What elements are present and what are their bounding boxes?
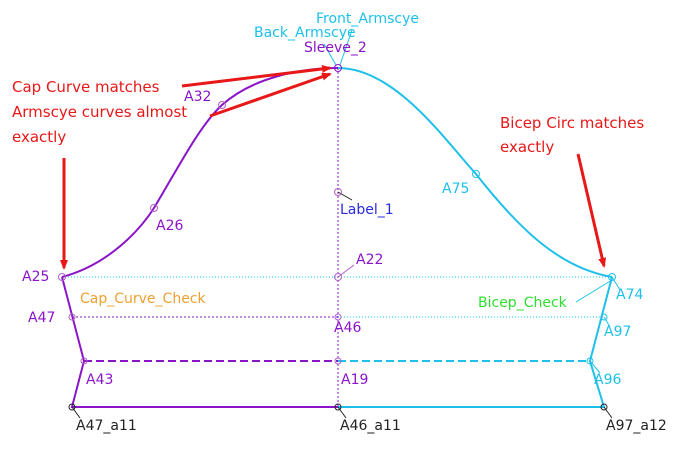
label-a46-a11: A46_a11 — [340, 418, 401, 434]
a22-leader — [337, 264, 355, 278]
point-sleeve-2 — [334, 64, 342, 72]
cap-curve-note-line-3: exactly — [12, 128, 66, 146]
point-a22 — [334, 273, 342, 281]
cap-note-arrow-2 — [209, 72, 332, 118]
point-a74 — [608, 273, 616, 281]
a97a12-leader — [603, 406, 613, 419]
label-a22: A22 — [356, 252, 383, 268]
cap-curve-note-line-1: Cap Curve matches — [12, 78, 160, 96]
label-cap-curve-check: Cap_Curve_Check — [80, 291, 207, 307]
label-a26: A26 — [156, 218, 183, 234]
bicep-note-line-1: Bicep Circ matches — [500, 114, 644, 132]
label-a75: A75 — [442, 181, 469, 197]
cap-curve-note-line-2: Armscye curves almost — [12, 103, 187, 121]
cap-note-arrow-1 — [181, 64, 332, 88]
label-a47-a11: A47_a11 — [76, 418, 137, 434]
point-a97 — [600, 313, 608, 321]
front-side-seam — [338, 276, 613, 408]
point-a26 — [150, 204, 158, 212]
front-armscye-leader — [339, 29, 353, 66]
point-a47 — [68, 313, 76, 321]
label1-leader — [337, 191, 353, 201]
point-label-1 — [334, 188, 342, 196]
label-a25: A25 — [22, 269, 49, 285]
point-a46-a11 — [334, 403, 342, 411]
point-a47-a11 — [68, 403, 76, 411]
point-a25 — [58, 273, 66, 281]
label-front-armscye: Front_Armscye — [316, 11, 419, 27]
point-a46 — [334, 313, 342, 321]
label-sleeve-2: Sleeve_2 — [304, 40, 367, 56]
point-a75 — [472, 170, 480, 178]
point-a19 — [334, 357, 342, 365]
label-a19: A19 — [341, 372, 368, 388]
a47a11-leader — [71, 406, 81, 419]
back-cap-curve — [61, 67, 339, 278]
point-markers — [58, 64, 616, 411]
label-a43: A43 — [86, 372, 113, 388]
label-a97-a12: A97_a12 — [606, 418, 667, 434]
bicep-check-leader — [575, 279, 613, 303]
label-a96: A96 — [594, 372, 621, 388]
point-a96 — [586, 357, 594, 365]
label-a97: A97 — [604, 324, 631, 340]
label-a74: A74 — [616, 287, 643, 303]
point-a97-a12 — [600, 403, 608, 411]
a74-leader — [611, 276, 621, 291]
bicep-note-arrow — [576, 153, 607, 268]
back-side-seam — [61, 276, 338, 408]
label-label-1: Label_1 — [340, 202, 394, 218]
bicep-note-line-2: exactly — [500, 138, 554, 156]
label-a47: A47 — [28, 310, 55, 326]
label-bicep-check: Bicep_Check — [478, 295, 568, 311]
front-cap-curve — [337, 67, 613, 278]
point-a32 — [218, 101, 226, 109]
label-a46: A46 — [334, 320, 361, 336]
label-a32: A32 — [184, 89, 211, 105]
a96-leader — [589, 360, 601, 374]
point-a43 — [80, 357, 88, 365]
a46a11-leader — [337, 406, 347, 419]
back-armscye-leader — [323, 43, 337, 66]
a97-leader — [603, 316, 611, 328]
label-back-armscye: Back_Armscye — [254, 25, 356, 41]
